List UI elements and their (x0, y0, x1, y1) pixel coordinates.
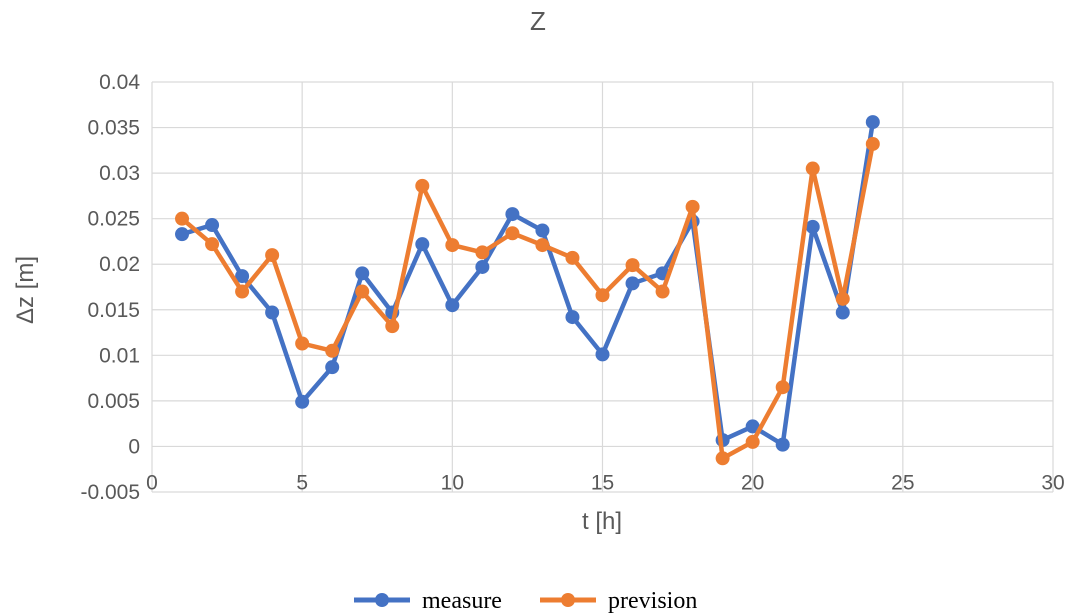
data-point-measure (866, 115, 880, 129)
data-point-prevision (445, 238, 459, 252)
data-point-measure (445, 298, 459, 312)
data-point-prevision (656, 285, 670, 299)
data-point-measure (205, 218, 219, 232)
data-point-prevision (175, 212, 189, 226)
tick-labels: -0.005 0 0.005 0.01 0.015 0.02 0.025 0.03 0.035 0… (80, 71, 1064, 504)
series-prevision (175, 137, 880, 465)
data-point-measure (836, 306, 850, 320)
series-layer (175, 115, 880, 465)
x-tick-label: 30 (1041, 471, 1064, 494)
gridlines (152, 82, 1053, 492)
data-point-prevision (836, 292, 850, 306)
data-point-measure (295, 395, 309, 409)
data-point-prevision (505, 226, 519, 240)
data-point-measure (265, 306, 279, 320)
data-point-measure (325, 360, 339, 374)
y-tick-label: 0.035 (87, 117, 140, 140)
data-point-prevision (716, 451, 730, 465)
data-point-measure (565, 310, 579, 324)
legend-item-prevision: prevision (540, 588, 697, 613)
data-point-prevision (626, 258, 640, 272)
data-point-prevision (265, 248, 279, 262)
y-tick-label: -0.005 (80, 481, 140, 504)
series-line-measure (182, 122, 873, 445)
data-point-prevision (535, 238, 549, 252)
legend-swatch-marker (375, 593, 389, 607)
legend-swatch-marker (561, 593, 575, 607)
data-point-measure (806, 220, 820, 234)
x-axis-title: t [h] (582, 508, 622, 535)
x-tick-label: 0 (146, 471, 158, 494)
x-tick-label: 25 (891, 471, 914, 494)
data-point-measure (475, 260, 489, 274)
data-point-prevision (806, 162, 820, 176)
data-point-prevision (686, 200, 700, 214)
y-tick-label: 0.015 (87, 299, 140, 322)
y-tick-label: 0.04 (99, 71, 140, 94)
data-point-prevision (746, 435, 760, 449)
data-point-prevision (776, 380, 790, 394)
data-point-prevision (596, 288, 610, 302)
data-point-measure (505, 207, 519, 221)
x-tick-label: 5 (296, 471, 308, 494)
data-point-prevision (355, 285, 369, 299)
data-point-measure (596, 347, 610, 361)
y-tick-label: 0.005 (87, 390, 140, 413)
y-tick-label: 0.03 (99, 162, 140, 185)
x-tick-label: 15 (591, 471, 614, 494)
data-point-prevision (565, 251, 579, 265)
data-point-measure (355, 266, 369, 280)
data-point-measure (415, 237, 429, 251)
data-point-prevision (205, 237, 219, 251)
data-point-prevision (475, 245, 489, 259)
y-tick-label: 0.025 (87, 208, 140, 231)
data-point-prevision (235, 285, 249, 299)
series-line-prevision (182, 144, 873, 458)
legend-label: measure (422, 588, 502, 613)
data-point-prevision (325, 344, 339, 358)
x-tick-label: 20 (741, 471, 764, 494)
y-tick-label: 0 (128, 435, 140, 458)
data-point-prevision (295, 336, 309, 350)
x-tick-label: 10 (441, 471, 464, 494)
y-tick-label: 0.01 (99, 344, 140, 367)
y-axis-title: Δz [m] (12, 256, 39, 324)
chart-title: Z (530, 6, 546, 36)
y-tick-label: 0.02 (99, 253, 140, 276)
data-point-measure (626, 276, 640, 290)
data-point-measure (535, 224, 549, 238)
data-point-measure (175, 227, 189, 241)
data-point-prevision (385, 319, 399, 333)
legend: measure prevision (354, 588, 697, 613)
data-point-prevision (415, 179, 429, 193)
legend-item-measure: measure (354, 588, 502, 613)
data-point-prevision (866, 137, 880, 151)
data-point-measure (776, 438, 790, 452)
legend-label: prevision (608, 588, 697, 613)
